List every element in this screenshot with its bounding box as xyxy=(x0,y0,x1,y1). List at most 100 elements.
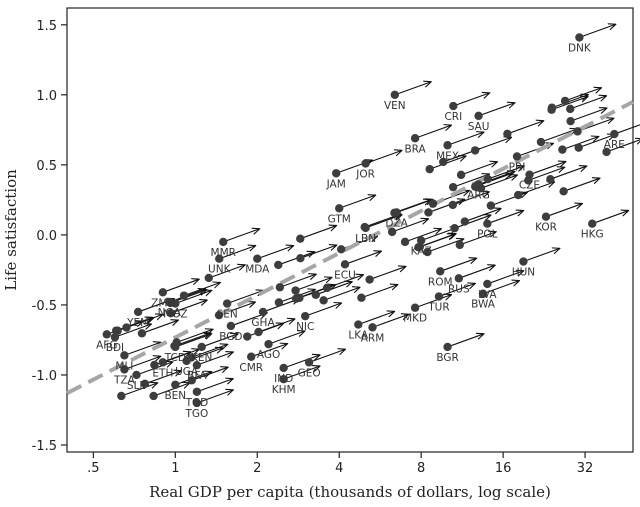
country-point xyxy=(486,201,496,210)
country-label: VEN xyxy=(384,100,406,112)
country-point xyxy=(390,90,399,100)
trend-arrow xyxy=(545,204,582,218)
country-point xyxy=(102,330,111,339)
country-point xyxy=(434,292,444,301)
trend-arrow xyxy=(369,267,406,281)
trend-arrow xyxy=(283,366,320,380)
country-label: LKA xyxy=(348,330,369,342)
country-label: PRI xyxy=(509,161,526,173)
trend-arrow xyxy=(606,139,640,153)
trend-arrow xyxy=(219,246,255,260)
trend-arrow xyxy=(551,95,588,109)
country-point xyxy=(197,342,206,352)
trend-arrow xyxy=(191,367,228,381)
y-tick-label: 1.5 xyxy=(36,19,57,34)
country-point xyxy=(158,358,168,367)
country-point xyxy=(410,134,420,143)
trend-arrow xyxy=(447,132,484,146)
trend-arrow xyxy=(223,229,259,243)
country-point xyxy=(243,332,252,341)
country-point xyxy=(120,365,129,374)
trend-arrow xyxy=(305,303,341,317)
country-label: ARM xyxy=(361,332,385,344)
trend-arrow xyxy=(124,342,160,356)
country-point xyxy=(158,288,168,297)
country-label: AFG xyxy=(96,339,117,351)
country-label: HKG xyxy=(581,229,604,241)
trend-arrow xyxy=(487,211,523,225)
country-point xyxy=(454,274,464,283)
country-label: KAZ xyxy=(411,246,432,258)
country-label: GTM xyxy=(328,213,351,225)
x-axis-title: Real GDP per capita (thousands of dollar… xyxy=(149,483,551,501)
trend-arrow xyxy=(528,167,564,181)
country-point xyxy=(365,275,374,284)
trend-arrow xyxy=(578,135,615,149)
country-point xyxy=(476,184,486,193)
x-tick-label: 32 xyxy=(577,461,594,476)
country-point xyxy=(264,339,273,349)
country-label: ARG xyxy=(467,189,490,201)
country-point xyxy=(120,351,129,360)
country-label: BGD xyxy=(219,331,242,343)
trend-arrow xyxy=(196,379,233,393)
country-label: LVA xyxy=(478,289,497,301)
trend-arrow xyxy=(394,200,430,214)
trend-arrow xyxy=(414,295,451,309)
trend-arrow xyxy=(523,249,559,263)
country-label: MOZ xyxy=(163,309,188,321)
trend-arrow xyxy=(114,324,151,338)
country-label: AGO xyxy=(257,349,280,361)
country-point xyxy=(360,222,369,232)
country-point xyxy=(296,234,305,243)
country-point xyxy=(483,174,493,184)
country-label: ECU xyxy=(334,269,356,281)
country-label: NGA xyxy=(158,307,182,319)
country-point xyxy=(456,170,466,180)
country-point xyxy=(387,227,397,237)
country-point xyxy=(524,176,533,185)
trend-arrow xyxy=(464,209,501,223)
trend-arrow xyxy=(308,349,345,363)
country-point xyxy=(573,127,582,136)
country-point xyxy=(322,283,332,293)
trend-arrow xyxy=(429,156,466,170)
country-label: ROM xyxy=(428,276,453,288)
country-label: GHA xyxy=(251,317,275,329)
country-label: BRA xyxy=(404,143,426,155)
country-point xyxy=(291,294,301,303)
country-label: IND xyxy=(274,373,293,385)
country-point xyxy=(474,111,483,121)
trend-arrow xyxy=(141,320,178,334)
country-point xyxy=(275,283,285,292)
country-point xyxy=(226,321,236,331)
country-label: ETH xyxy=(152,367,173,379)
country-point xyxy=(204,273,213,283)
trend-arrow xyxy=(300,226,336,240)
country-point xyxy=(368,323,377,332)
trend-arrow xyxy=(208,265,245,279)
country-point xyxy=(541,212,551,221)
country-point xyxy=(436,267,445,276)
country-label: DZA xyxy=(385,217,408,229)
country-point xyxy=(357,293,366,302)
country-point xyxy=(117,391,126,401)
country-label: LBN xyxy=(355,233,376,245)
trend-arrow xyxy=(191,344,227,358)
country-point xyxy=(560,96,570,106)
country-label: ZMB xyxy=(151,297,174,309)
country-point xyxy=(449,101,458,111)
trend-arrow xyxy=(564,88,601,102)
country-label: RUS xyxy=(448,283,470,295)
country-point xyxy=(423,247,432,257)
trend-arrow xyxy=(487,271,523,285)
trend-arrow xyxy=(428,199,464,213)
country-point xyxy=(140,379,150,389)
country-point xyxy=(214,310,224,320)
country-label: MEX xyxy=(436,150,459,162)
trend-arrow xyxy=(268,331,305,345)
country-point xyxy=(424,208,433,217)
country-label: TGD xyxy=(185,397,209,409)
trend-arrow xyxy=(414,125,451,139)
